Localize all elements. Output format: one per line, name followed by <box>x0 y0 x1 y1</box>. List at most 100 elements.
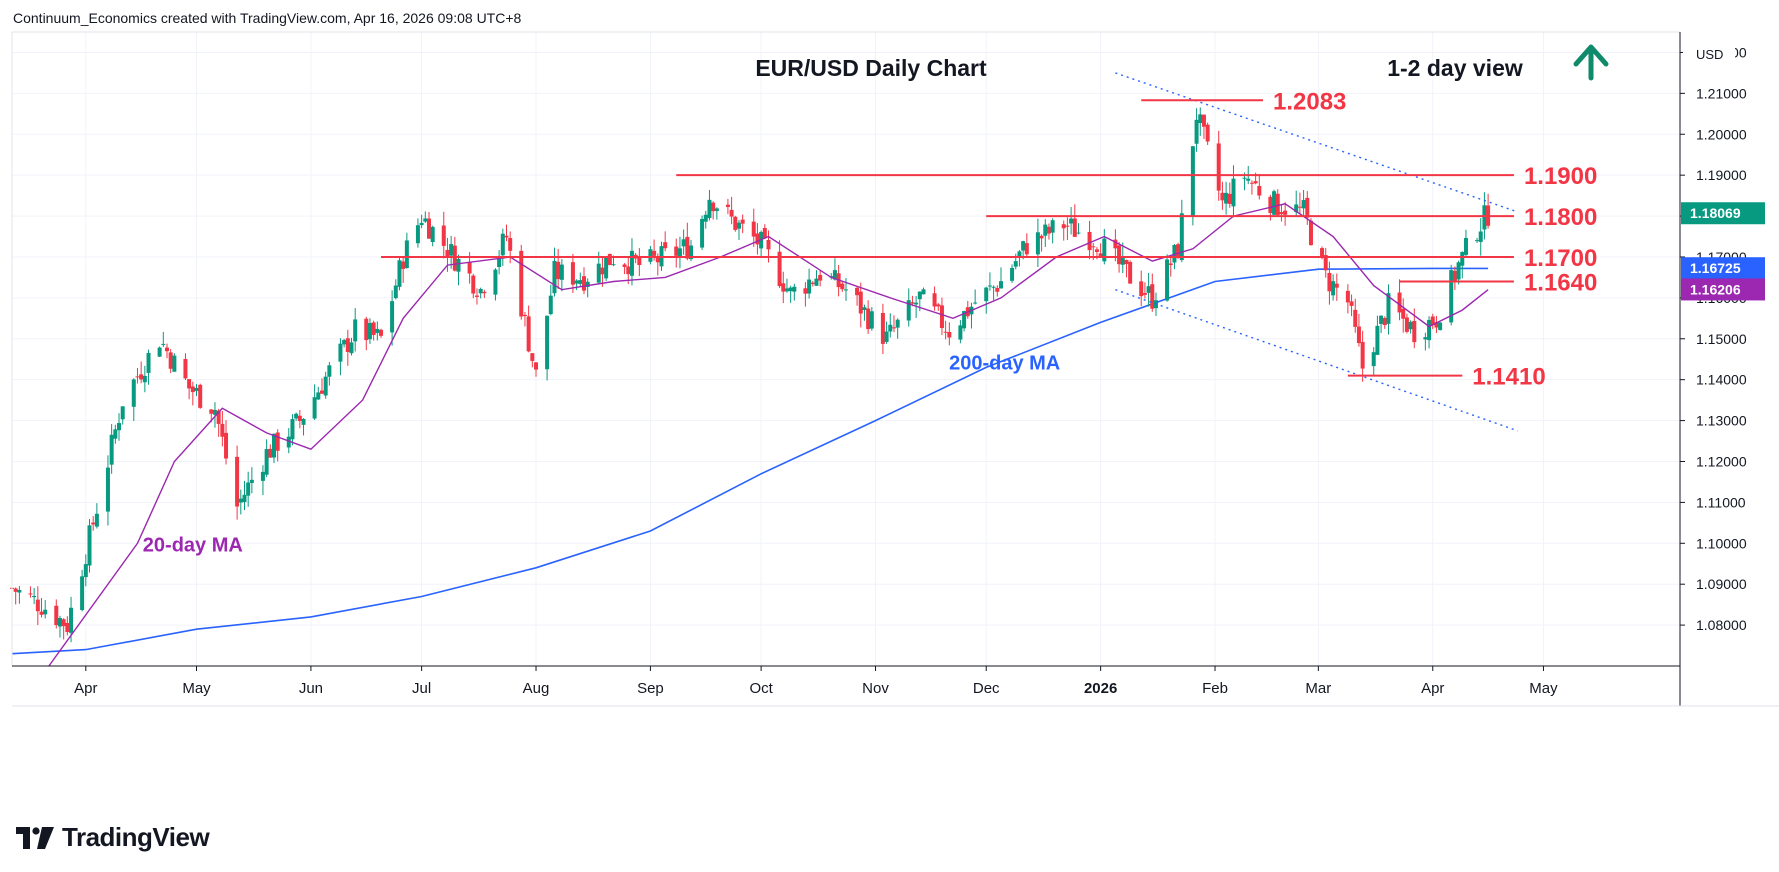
bear-candle <box>1065 217 1070 241</box>
bull-candle <box>272 433 277 464</box>
candle-body <box>807 279 812 294</box>
bull-candle <box>552 247 557 297</box>
candle-body <box>401 261 406 269</box>
bull-candle <box>327 362 332 386</box>
bear-candle <box>452 236 457 272</box>
y-tick-label: 1.15000 <box>1696 331 1747 347</box>
candle-body <box>736 222 741 229</box>
bull-candle <box>105 455 110 526</box>
y-tick-label: 1.09000 <box>1696 576 1747 592</box>
candle-body <box>1353 309 1358 327</box>
candle-body <box>312 397 317 419</box>
bear-candle <box>1098 243 1103 258</box>
candle-body <box>367 322 372 340</box>
bear-candle <box>637 248 642 277</box>
candle-body <box>1010 267 1015 281</box>
candle-body <box>1257 185 1262 196</box>
candle-body <box>1139 281 1144 297</box>
candle-body <box>711 202 716 212</box>
candle-body <box>1356 326 1361 344</box>
ma-annotation: 200-day MA <box>949 352 1060 374</box>
candle-body <box>1098 253 1103 258</box>
bull-candle <box>260 465 265 496</box>
candle-body <box>888 324 893 332</box>
annotations: 20-day MA 200-day MA <box>143 352 1060 556</box>
candle-body <box>441 225 446 246</box>
candle-body <box>43 609 48 615</box>
candle-body <box>467 261 472 274</box>
bull-candle <box>323 371 328 399</box>
bull-candle <box>677 236 682 269</box>
bear-candle <box>1205 122 1210 145</box>
bull-candle <box>478 287 483 299</box>
candle-body <box>349 342 354 354</box>
bear-candle <box>818 269 823 287</box>
candle-body <box>1427 319 1432 341</box>
bear-candle <box>995 285 1000 297</box>
bull-candle <box>1379 315 1384 334</box>
bear-candle <box>556 248 561 290</box>
bear-candle <box>534 361 539 377</box>
candle-body <box>917 291 922 300</box>
bull-candle <box>142 365 147 393</box>
plot-border <box>11 31 1681 667</box>
bull-candle <box>375 321 380 341</box>
bull-candle <box>1386 284 1391 335</box>
bear-candle <box>1404 313 1409 334</box>
candle-body <box>1168 263 1173 265</box>
bear-candle <box>626 256 631 285</box>
bull-candle <box>700 215 705 250</box>
y-tick-label: 1.13000 <box>1696 413 1747 429</box>
bull-candle <box>578 272 583 288</box>
candle-body <box>1128 261 1133 284</box>
candle-body <box>445 249 450 258</box>
bear-candle <box>61 618 66 640</box>
bear-candle <box>268 444 273 458</box>
bull-candle <box>1076 223 1081 235</box>
y-tick-label: 1.19000 <box>1696 167 1747 183</box>
bear-candle <box>1139 270 1144 307</box>
bull-candle <box>393 279 398 300</box>
candle-body <box>294 413 299 419</box>
ma200-layer <box>11 267 1489 655</box>
candle-body <box>685 236 690 259</box>
bull-candle <box>212 402 217 428</box>
price-axis[interactable]: 1.220001.210001.200001.190001.180001.170… <box>1680 44 1747 633</box>
candle-body <box>810 282 815 284</box>
candle-body <box>13 588 18 592</box>
bear-candle <box>1168 255 1173 277</box>
candle-body <box>17 589 22 593</box>
candle-body <box>1371 352 1376 367</box>
view-horizon-label: 1-2 day view <box>1387 55 1523 81</box>
bull-candle <box>449 235 454 269</box>
candle-body <box>161 343 166 345</box>
candle-body <box>607 253 612 265</box>
candle-body <box>69 607 74 633</box>
candle-body <box>1194 119 1199 144</box>
candle-body <box>556 261 561 280</box>
candle-body <box>1334 283 1339 288</box>
bear-candle <box>1024 233 1029 257</box>
level-label: 1.2083 <box>1273 88 1346 115</box>
x-tick-label: Dec <box>973 680 1000 697</box>
bull-candle <box>301 418 306 436</box>
bull-candle <box>1017 250 1022 267</box>
candle-body <box>1165 259 1170 301</box>
time-axis[interactable]: Apr May Jun Jul Aug Sep Oct Nov Dec 2026 Feb Mar Apr… <box>74 666 1558 697</box>
candle-body <box>135 376 140 378</box>
candle-body <box>973 302 978 304</box>
candle-body <box>1382 318 1387 326</box>
candle-body <box>998 281 1003 289</box>
candle-body <box>1463 237 1468 255</box>
candle-body <box>1456 262 1461 280</box>
bear-candle <box>482 289 487 298</box>
candle-body <box>622 264 627 268</box>
bull-candle <box>1198 107 1203 136</box>
candle-body <box>375 328 380 333</box>
tradingview-logo[interactable]: TradingView <box>16 822 210 853</box>
bear-candle <box>1382 316 1387 329</box>
candle-body <box>397 260 402 287</box>
bear-candle <box>224 420 229 465</box>
bull-candle <box>1010 264 1015 283</box>
candle-body <box>1434 322 1439 328</box>
